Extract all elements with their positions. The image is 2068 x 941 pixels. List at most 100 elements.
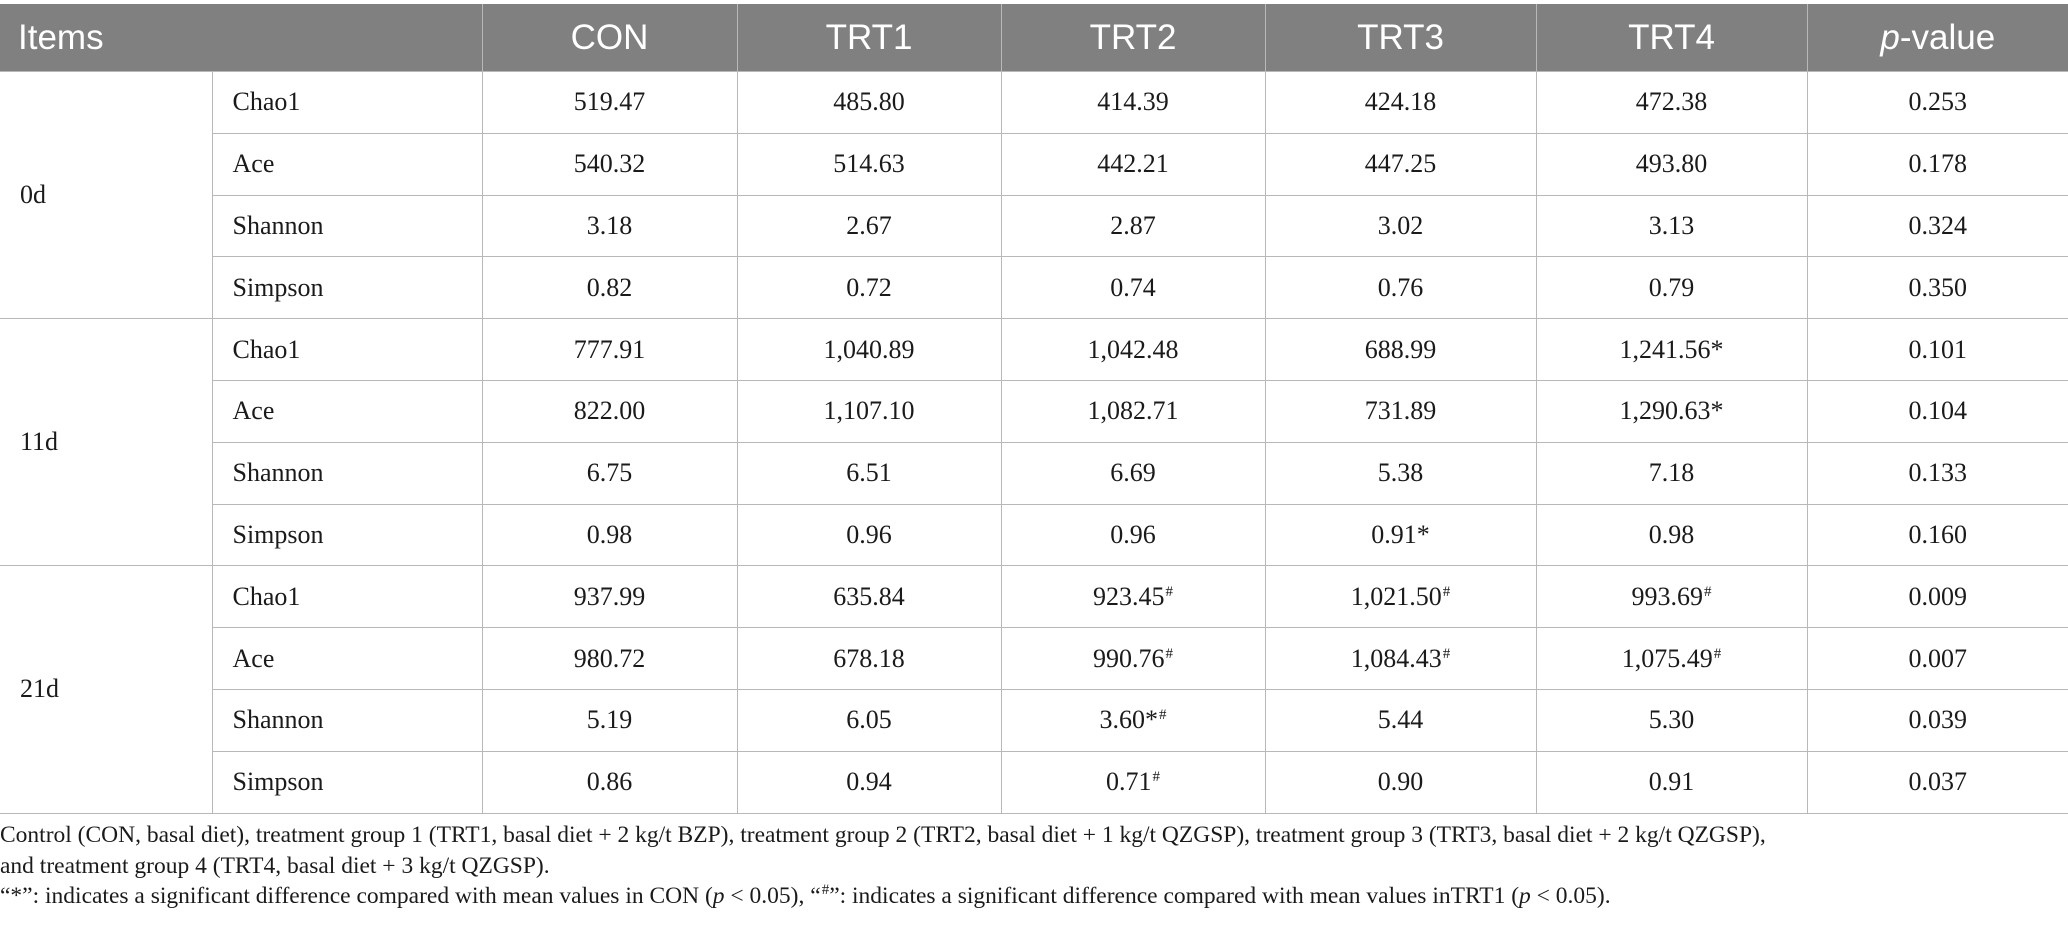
header-p-value: p-value [1806,4,2068,72]
time-group-label: 21d [0,565,213,814]
table-row: Shannon 6.75 6.51 6.69 5.38 7.18 0.133 [0,441,2068,505]
footnote-significance-d: < 0.05). [1530,883,1611,909]
header-items: Items [0,4,483,72]
table-row: Shannon 5.19 6.05 3.60*# 5.44 5.30 0.039 [0,688,2068,752]
table-row: Ace 540.32 514.63 442.21 447.25 493.80 0.178 [0,132,2068,196]
value-cell-trt4: 0.79 [1535,256,1808,320]
value-cell-con: 540.32 [481,132,738,196]
cell-value: 0.91* [1371,519,1430,549]
table-row: 0d Chao1 519.47 485.80 414.39 424.18 472.38 0.2… [0,70,2068,320]
cell-value: 6.51 [846,458,892,488]
value-cell-con: 822.00 [481,379,738,443]
value-cell-trt1: 0.72 [736,256,1002,320]
cell-value: 7.18 [1648,458,1695,488]
cell-value: 731.89 [1364,396,1437,426]
cell-value: 937.99 [573,581,646,611]
p-value-cell: 0.039 [1806,688,2068,752]
cell-value: 424.18 [1364,87,1437,117]
p-value-cell: 0.324 [1806,194,2068,258]
value-cell-con: 3.18 [481,194,738,258]
value-cell-trt1: 1,040.89 [736,318,1002,381]
cell-value: 980.72 [573,643,646,673]
cell-value: 1,042.48 [1087,334,1179,364]
cell-value: 923.45 [1093,581,1165,611]
cell-value: 5.44 [1377,705,1424,735]
value-cell-con: 937.99 [481,565,738,629]
value-cell-trt4: 0.98 [1535,503,1808,567]
footnote-significance: “*”: indicates a significant difference … [0,881,2068,912]
cell-value: 6.69 [1110,458,1156,488]
value-cell-trt4: 493.80 [1535,132,1808,196]
table-header: Items CON TRT1 TRT2 TRT3 TRT4 p-value [0,4,2068,72]
cell-value: 0.79 [1648,272,1695,302]
table-row: Shannon 3.18 2.67 2.87 3.02 3.13 0.324 [0,194,2068,258]
significance-mark: # [1165,645,1174,662]
metric-label: Simpson [211,256,483,320]
cell-value: 514.63 [833,149,905,179]
metric-label: Chao1 [211,71,483,134]
table-row: Simpson 0.86 0.94 0.71# 0.90 0.91 0.037 [0,750,2068,814]
cell-value: 519.47 [573,87,646,117]
value-cell-trt2: 2.87 [1000,194,1266,258]
cell-value: 1,075.49 [1621,643,1713,673]
header-trt4: TRT4 [1535,4,1808,72]
value-cell-trt3: 3.02 [1264,194,1537,258]
value-cell-trt4: 1,290.63* [1535,379,1808,443]
header-con: CON [481,4,738,72]
cell-value: 0.90 [1377,767,1424,797]
value-cell-trt4: 1,241.56* [1535,318,1808,381]
value-cell-trt3: 5.38 [1264,441,1537,505]
value-cell-trt2: 3.60*# [1000,688,1266,752]
value-cell-con: 0.82 [481,256,738,320]
cell-value: 0.76 [1377,272,1424,302]
value-cell-trt2: 442.21 [1000,132,1266,196]
p-value-cell: 0.160 [1806,503,2068,567]
table-row: Simpson 0.98 0.96 0.96 0.91* 0.98 0.160 [0,503,2068,567]
cell-value: 0.98 [586,519,633,549]
cell-value: 3.02 [1377,210,1424,240]
cell-value: 777.91 [573,334,646,364]
value-cell-trt4: 5.30 [1535,688,1808,752]
p-value-cell: 0.133 [1806,441,2068,505]
table-body: 0d Chao1 519.47 485.80 414.39 424.18 472.38 0.2… [0,70,2068,814]
cell-value: 485.80 [833,87,905,117]
value-cell-con: 519.47 [481,71,738,134]
value-cell-trt2: 990.76# [1000,627,1266,690]
p-symbol: p [1880,17,1900,57]
cell-value: 5.38 [1377,458,1424,488]
time-group-label: 11d [0,318,213,567]
p-value-cell: 0.178 [1806,132,2068,196]
p-value-cell: 0.104 [1806,379,2068,443]
table-footnotes: Control (CON, basal diet), treatment gro… [0,820,2068,912]
value-cell-trt1: 1,107.10 [736,379,1002,443]
cell-value: 5.30 [1648,705,1695,735]
header-trt2: TRT2 [1000,4,1266,72]
value-cell-trt1: 485.80 [736,71,1002,134]
significance-mark: # [1442,583,1451,600]
metric-label: Simpson [211,750,483,814]
significance-mark: # [1165,583,1174,600]
cell-value: 1,040.89 [823,334,915,364]
value-cell-trt3: 424.18 [1264,71,1537,134]
footnote-p-symbol-1: p [712,883,725,909]
cell-value: 0.86 [586,767,633,797]
cell-value: 3.18 [586,210,633,240]
metric-label: Shannon [211,194,483,258]
cell-value: 0.96 [846,519,892,549]
significance-mark: # [1159,707,1167,724]
value-cell-trt3: 731.89 [1264,379,1537,443]
cell-value: 1,021.50 [1350,581,1442,611]
cell-value: 678.18 [833,643,905,673]
metric-label: Simpson [211,503,483,567]
value-cell-trt1: 6.51 [736,441,1002,505]
value-cell-trt1: 678.18 [736,627,1002,690]
cell-value: 0.98 [1648,519,1695,549]
cell-value: 2.67 [846,210,892,240]
alpha-diversity-table: Items CON TRT1 TRT2 TRT3 TRT4 p-value 0d… [0,4,2068,814]
metric-label: Ace [211,132,483,196]
metric-label: Chao1 [211,565,483,629]
value-cell-trt3: 447.25 [1264,132,1537,196]
value-cell-trt1: 2.67 [736,194,1002,258]
cell-value: 990.76 [1093,643,1165,673]
value-cell-trt1: 6.05 [736,688,1002,752]
